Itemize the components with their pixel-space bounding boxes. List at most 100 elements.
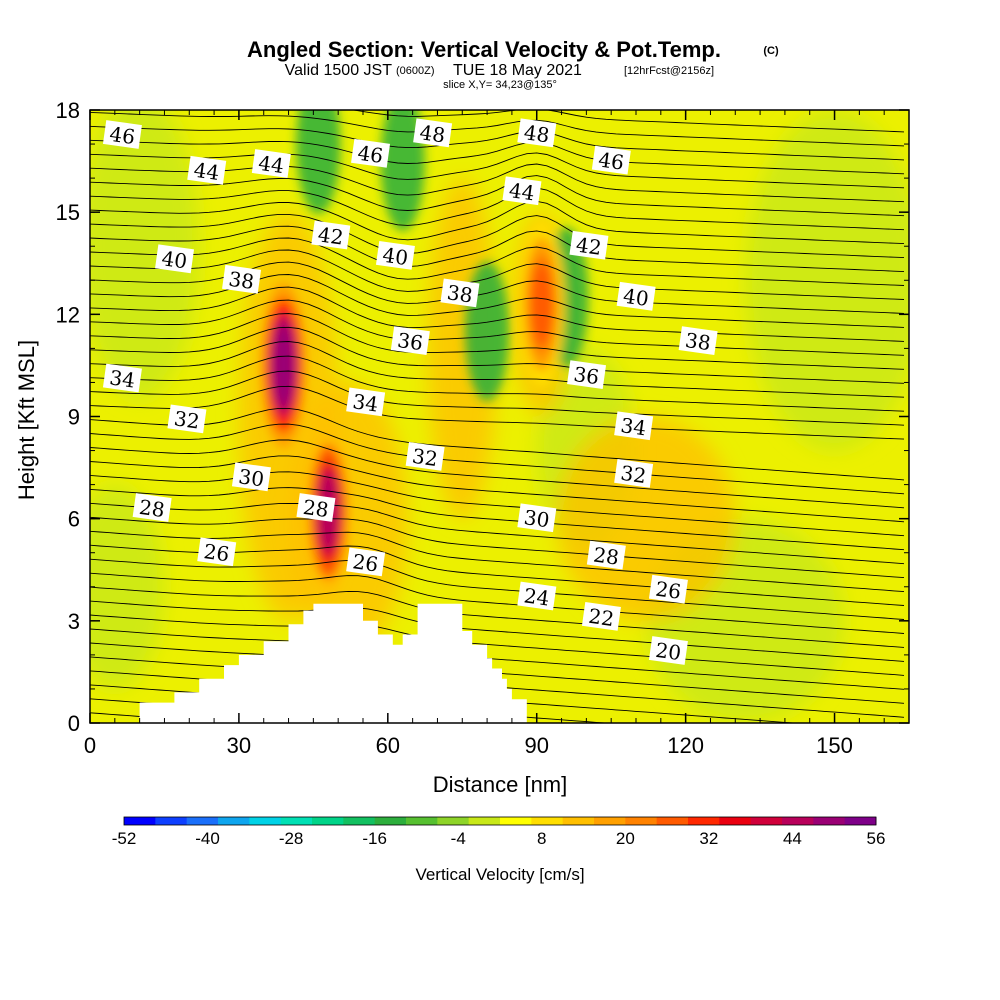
isentrope-line — [90, 628, 905, 690]
svg-text:32: 32 — [411, 444, 440, 471]
isentrope-line — [90, 286, 905, 342]
isentrope-line — [90, 187, 905, 231]
isentrope-label: 40 — [155, 244, 195, 273]
isentrope-label: 34 — [346, 387, 386, 417]
isentrope-line — [90, 423, 905, 495]
colorbar-swatch — [374, 817, 407, 825]
svg-text:40: 40 — [622, 284, 651, 311]
chart-subtitle-valid: Valid 1500 JST — [285, 62, 393, 79]
isentrope-line — [90, 586, 905, 648]
colorbar-swatch — [249, 817, 282, 825]
plot-area: 46 44 44 46 48 48 46 44 42 42 40 40 40 38 38 38 36 36 34 34… — [90, 110, 909, 723]
isentrope-line — [90, 111, 905, 147]
svg-text:42: 42 — [316, 222, 345, 249]
colorbar-swatch — [124, 817, 156, 825]
chart-subtitle-fcst: [12hrFcst@2156z] — [624, 65, 714, 77]
isentrope-label: 24 — [517, 581, 557, 611]
colorbar-swatch — [186, 817, 219, 825]
isentrope-line — [90, 152, 905, 189]
colorbar-swatch — [562, 817, 595, 825]
colorbar-swatch — [750, 817, 783, 825]
x-tick-label: 90 — [524, 733, 548, 758]
isentrope-label: 32 — [167, 404, 207, 434]
terrain-mask — [139, 603, 527, 723]
updraft-halo — [556, 416, 736, 621]
colorbar-swatch — [468, 817, 501, 825]
isentrope-label: 32 — [614, 459, 654, 488]
isentrope-label: 26 — [346, 547, 386, 577]
svg-text:26: 26 — [351, 549, 380, 576]
isentrope-label: 28 — [132, 493, 172, 522]
chart-title: Angled Section: Vertical Velocity & Pot.… — [247, 37, 721, 62]
isentrope-line — [90, 530, 905, 593]
isentrope-line — [90, 572, 905, 634]
colorbar-swatch — [625, 817, 658, 825]
colorbar-swatch — [688, 817, 720, 825]
svg-text:22: 22 — [587, 604, 616, 631]
isentrope-label: 46 — [102, 120, 142, 149]
svg-text:44: 44 — [192, 158, 221, 185]
isentrope-line — [90, 407, 905, 481]
colorbar-swatch — [218, 817, 250, 825]
chart-title-tag: (C) — [763, 45, 779, 57]
svg-text:26: 26 — [654, 577, 683, 604]
isentrope-line — [90, 225, 905, 273]
isentrope-label: 46 — [591, 145, 631, 175]
isentrope-line — [90, 516, 905, 579]
isentrope-label: 44 — [502, 176, 542, 205]
colorbar-tick-label: 32 — [699, 829, 718, 848]
isentrope-line — [90, 600, 905, 662]
colorbar-tick-label: 20 — [616, 829, 635, 848]
y-tick-label: 18 — [56, 98, 80, 123]
y-tick-label: 12 — [56, 302, 80, 327]
colorbar-swatch — [719, 817, 752, 825]
isentrope-label: 30 — [517, 503, 557, 532]
isentrope-label: 30 — [231, 462, 271, 491]
y-tick-label: 6 — [68, 507, 80, 532]
updraft-halo — [427, 178, 498, 519]
svg-text:24: 24 — [522, 583, 551, 610]
colorbar: -52 -40 -28 -16 -4 8 20 32 44 56 — [112, 816, 885, 848]
svg-text:42: 42 — [575, 233, 604, 260]
colorbar-tick-label: -4 — [451, 829, 466, 848]
svg-text:38: 38 — [446, 280, 475, 307]
y-tick-label: 3 — [68, 609, 80, 634]
colorbar-swatch — [406, 817, 438, 825]
colorbar-swatch — [155, 817, 188, 825]
isentrope-labels: 46 44 44 46 48 48 46 44 42 42 40 40 40 38 38 38 36 36 34 34… — [102, 118, 718, 665]
isentrope-line — [90, 558, 905, 620]
isentrope-label: 48 — [517, 118, 557, 147]
colorbar-tick-label: -52 — [112, 829, 137, 848]
svg-text:28: 28 — [138, 495, 167, 522]
colorbar-swatch — [312, 817, 344, 825]
colorbar-tick-label: -28 — [279, 829, 304, 848]
isentrope-line — [90, 313, 905, 370]
isentrope-line — [90, 385, 905, 440]
chart-slice-label: slice X,Y= 34,23@135° — [443, 79, 557, 91]
isentrope-line — [90, 439, 905, 509]
isentrope-line — [90, 213, 905, 259]
svg-text:32: 32 — [173, 406, 202, 433]
colorbar-label: Vertical Velocity [cm/s] — [415, 865, 584, 884]
updraft-core — [530, 262, 553, 347]
colorbar-swatch — [531, 817, 564, 825]
isentrope-label: 32 — [405, 442, 445, 471]
colorbar-swatch — [782, 817, 814, 825]
weak-sink-region — [90, 110, 200, 400]
svg-text:32: 32 — [619, 461, 648, 488]
svg-text:28: 28 — [592, 542, 621, 569]
x-axis-label: Distance [nm] — [433, 772, 568, 797]
x-tick-label: 30 — [227, 733, 251, 758]
isentrope-label: 34 — [102, 363, 142, 393]
x-tick-label: 60 — [376, 733, 400, 758]
svg-text:48: 48 — [522, 120, 551, 147]
isentrope-label: 20 — [648, 636, 688, 665]
isentrope-line — [90, 455, 905, 523]
weak-sink-region — [745, 110, 909, 451]
isentrope-label: 38 — [222, 264, 262, 294]
colorbar-tick-label: -40 — [195, 829, 220, 848]
svg-text:48: 48 — [418, 120, 447, 147]
isentrope-line — [90, 299, 905, 356]
